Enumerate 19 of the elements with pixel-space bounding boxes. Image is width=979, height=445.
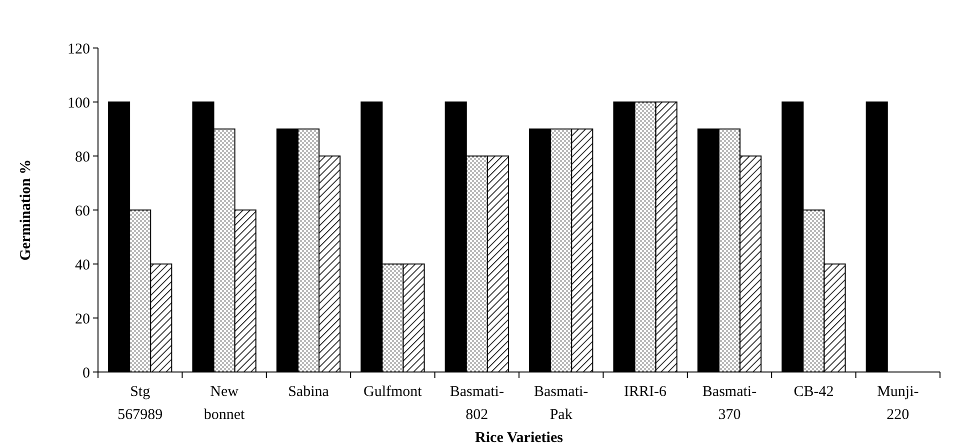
x-tick-label: IRRI-6 [624,384,668,400]
x-tick-label: CB-42 [794,384,834,400]
y-tick-label: 100 [68,95,90,112]
x-tick-label: Gulfmont [364,384,423,400]
y-tick-label: 80 [75,149,90,166]
y-tick-label: 20 [75,311,90,328]
x-tick-label: Sabina [288,384,330,400]
y-tick-label: 120 [68,41,90,58]
x-tick-label: Basmati-370 [702,384,757,423]
y-tick-label: 40 [75,257,90,274]
y-tick-label: 60 [75,203,90,220]
y-axis-title: Germination % [18,159,34,261]
x-tick-label: Basmati-802 [450,384,504,423]
x-tick-label: Munji-220 [877,384,919,423]
y-tick-label: 0 [82,365,90,382]
x-tick-label: New bonnet [204,384,246,423]
x-tick-label: Stg 567989 [118,384,163,423]
x-axis-title: Rice Varieties [475,430,564,445]
x-tick-label: Basmati-Pak [534,384,588,423]
